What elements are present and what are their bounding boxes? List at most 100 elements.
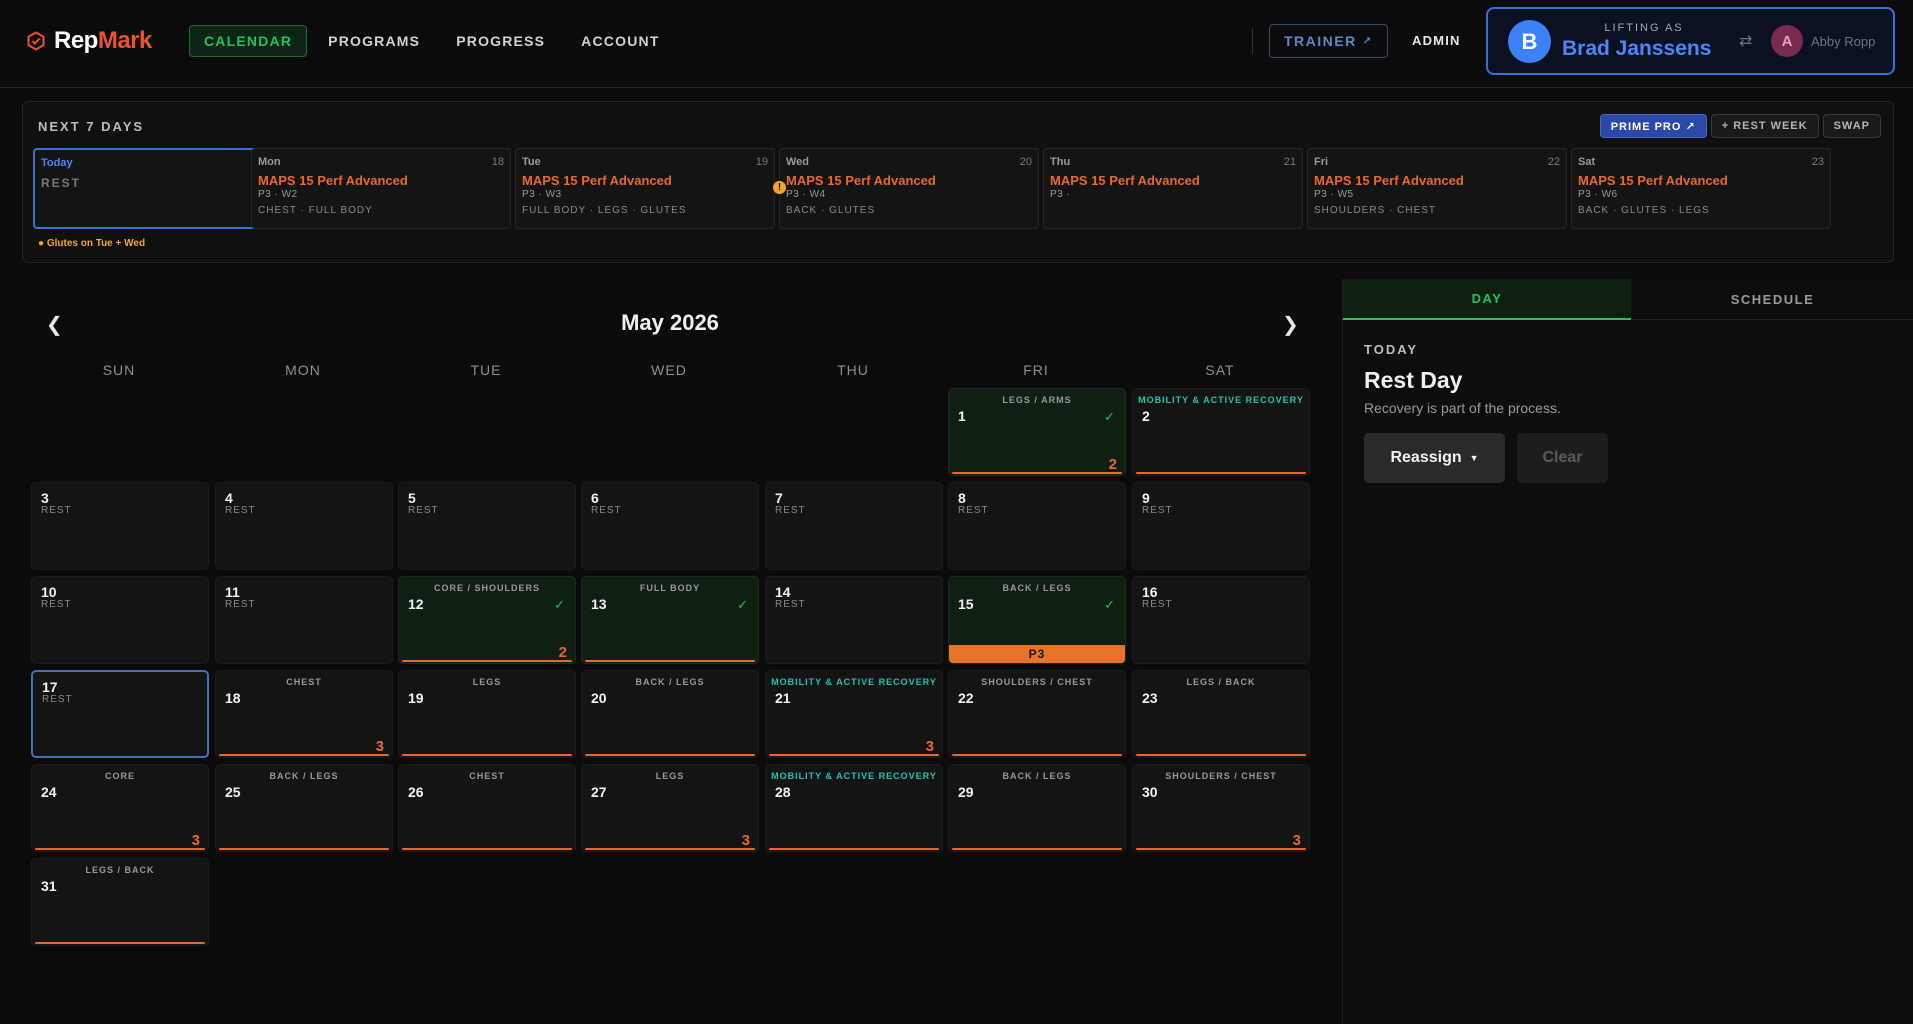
- weekday-header-fri: FRI: [1023, 362, 1049, 378]
- day-card-tue[interactable]: Tue 19 MAPS 15 Perf Advanced P3 · W3 FULL BO…: [515, 148, 775, 229]
- calendar-day-21[interactable]: 21 MOBILITY & ACTIVE RECOVERY 3: [765, 670, 943, 758]
- calendar-day-24[interactable]: 24 CORE 3: [31, 764, 209, 852]
- program-line: [35, 942, 205, 944]
- calendar-day-30[interactable]: 30 SHOULDERS / CHEST 3: [1132, 764, 1310, 852]
- tab-schedule[interactable]: SCHEDULE: [1730, 292, 1815, 307]
- calendar-day-14[interactable]: 14 REST: [765, 576, 943, 664]
- day-number: 21: [775, 690, 791, 706]
- other-athlete-avatar[interactable]: A: [1771, 25, 1803, 57]
- nav-tab-calendar[interactable]: CALENDAR: [189, 25, 308, 57]
- day-card-thu[interactable]: Thu 21 MAPS 15 Perf Advanced P3 ·: [1043, 148, 1303, 229]
- logo[interactable]: RepMark: [26, 27, 152, 55]
- calendar-day-5[interactable]: 5 REST: [398, 482, 576, 570]
- calendar-day-23[interactable]: 23 LEGS / BACK: [1132, 670, 1310, 758]
- nav-tab-programs[interactable]: PROGRAMS: [328, 33, 421, 49]
- calendar-day-4[interactable]: 4 REST: [215, 482, 393, 570]
- next-7-actions: PRIME PRO ↗ + REST WEEK SWAP: [1599, 114, 1881, 138]
- calendar-day-31[interactable]: 31 LEGS / BACK: [31, 858, 209, 946]
- program-line: [1136, 472, 1306, 474]
- lifting-as-switcher[interactable]: B LIFTING AS Brad Janssens ⇄ A Abby Ropp: [1486, 7, 1895, 75]
- day-card-sat[interactable]: Sat 23 MAPS 15 Perf Advanced P3 · W6 BACK · …: [1571, 148, 1831, 229]
- day-card-date: 18: [491, 156, 504, 168]
- rest-label: REST: [958, 505, 989, 516]
- day-number: 31: [41, 878, 57, 894]
- swap-arrows-icon[interactable]: ⇄: [1739, 33, 1753, 50]
- top-nav: RepMark CALENDAR PROGRAMS PROGRESS ACCOU…: [0, 0, 1913, 88]
- day-card-phase-week: P3 · W2: [258, 189, 298, 200]
- rest-week-button[interactable]: + REST WEEK: [1710, 114, 1819, 138]
- calendar-day-19[interactable]: 19 LEGS: [398, 670, 576, 758]
- day-card-muscles: FULL BODY · LEGS · GLUTES: [522, 205, 687, 216]
- calendar-day-9[interactable]: 9 REST: [1132, 482, 1310, 570]
- next-7-days-title: NEXT 7 DAYS: [38, 119, 145, 134]
- calendar-day-2[interactable]: 2 MOBILITY & ACTIVE RECOVERY: [1132, 388, 1310, 476]
- day-number: 22: [958, 690, 974, 706]
- nav-tab-account[interactable]: ACCOUNT: [581, 33, 660, 49]
- workout-label: LEGS / BACK: [1186, 677, 1256, 687]
- calendar-day-1[interactable]: 1 LEGS / ARMS ✓ 2: [948, 388, 1126, 476]
- rest-label: REST: [1142, 505, 1173, 516]
- day-card-phase-week: P3 ·: [1050, 189, 1071, 200]
- previous-month-button[interactable]: ❮: [46, 314, 63, 336]
- weekday-header-tue: TUE: [470, 362, 502, 378]
- calendar-day-15[interactable]: 15 BACK / LEGS ✓ P3: [948, 576, 1126, 664]
- day-number: 15: [958, 596, 974, 612]
- day-card-phase-week: P3 · W4: [786, 189, 826, 200]
- calendar-day-29[interactable]: 29 BACK / LEGS: [948, 764, 1126, 852]
- admin-link[interactable]: ADMIN: [1412, 33, 1461, 48]
- program-line: [35, 848, 205, 850]
- day-card-today[interactable]: Today17REST: [33, 148, 293, 229]
- muscle-overlap-warning: ● Glutes on Tue + Wed: [38, 238, 146, 249]
- day-card-weekday: Tue: [522, 156, 541, 168]
- next-7-days-panel: NEXT 7 DAYS PRIME PRO ↗ + REST WEEK SWAP…: [22, 101, 1894, 263]
- calendar-day-18[interactable]: 18 CHEST 3: [215, 670, 393, 758]
- program-line: [769, 848, 939, 850]
- program-line: [402, 848, 572, 850]
- calendar-day-7[interactable]: 7 REST: [765, 482, 943, 570]
- reassign-button[interactable]: Reassign ▼: [1364, 433, 1505, 483]
- calendar-day-12[interactable]: 12 CORE / SHOULDERS ✓ 2: [398, 576, 576, 664]
- month-title: May 2026: [621, 310, 719, 335]
- calendar-day-20[interactable]: 20 BACK / LEGS: [581, 670, 759, 758]
- prime-pro-button[interactable]: PRIME PRO ↗: [1599, 114, 1707, 138]
- calendar-day-11[interactable]: 11 REST: [215, 576, 393, 664]
- day-number: 5: [408, 490, 416, 506]
- day-card-fri[interactable]: Fri 22 MAPS 15 Perf Advanced P3 · W5 SHOULDE…: [1307, 148, 1567, 229]
- workout-label: SHOULDERS / CHEST: [981, 677, 1093, 687]
- calendar-day-13[interactable]: 13 FULL BODY ✓: [581, 576, 759, 664]
- other-athlete-name[interactable]: Abby Ropp: [1811, 34, 1876, 49]
- workout-count-badge: 2: [558, 644, 567, 661]
- day-card-program: MAPS 15 Perf Advanced: [258, 173, 408, 188]
- day-card-date: 19: [755, 156, 768, 168]
- day-number: 30: [1142, 784, 1158, 800]
- calendar-day-28[interactable]: 28 MOBILITY & ACTIVE RECOVERY: [765, 764, 943, 852]
- next-month-button[interactable]: ❯: [1282, 314, 1299, 336]
- lifting-as-label: LIFTING AS: [1604, 22, 1684, 34]
- trainer-button[interactable]: TRAINER ↗: [1269, 24, 1388, 58]
- phase-bar: P3: [949, 645, 1125, 663]
- day-card-wed[interactable]: Wed 20 MAPS 15 Perf Advanced P3 · W4 BACK · …: [773, 148, 1039, 229]
- calendar-day-25[interactable]: 25 BACK / LEGS: [215, 764, 393, 852]
- calendar-day-22[interactable]: 22 SHOULDERS / CHEST: [948, 670, 1126, 758]
- day-number: 14: [775, 584, 791, 600]
- day-card-weekday: Thu: [1050, 156, 1071, 168]
- workout-label: LEGS / BACK: [85, 865, 155, 875]
- swap-button[interactable]: SWAP: [1822, 114, 1881, 138]
- workout-count-badge: 3: [925, 738, 934, 755]
- clear-button[interactable]: Clear: [1517, 433, 1608, 483]
- workout-count-badge: 3: [375, 738, 384, 755]
- day-card-mon[interactable]: Mon 18 MAPS 15 Perf Advanced P3 · W2 CHEST ·…: [251, 148, 511, 229]
- calendar-day-10[interactable]: 10 REST: [31, 576, 209, 664]
- calendar-day-3[interactable]: 3 REST: [31, 482, 209, 570]
- day-card-muscles: SHOULDERS · CHEST: [1314, 205, 1437, 216]
- calendar-day-27[interactable]: 27 LEGS 3: [581, 764, 759, 852]
- nav-tab-progress[interactable]: PROGRESS: [456, 33, 546, 49]
- calendar-day-8[interactable]: 8 REST: [948, 482, 1126, 570]
- day-number: 3: [41, 490, 49, 506]
- calendar-day-26[interactable]: 26 CHEST: [398, 764, 576, 852]
- calendar-day-17[interactable]: 17 REST: [31, 670, 209, 758]
- day-number: 20: [591, 690, 607, 706]
- calendar-day-16[interactable]: 16 REST: [1132, 576, 1310, 664]
- calendar-day-6[interactable]: 6 REST: [581, 482, 759, 570]
- tab-day[interactable]: DAY: [1343, 279, 1631, 320]
